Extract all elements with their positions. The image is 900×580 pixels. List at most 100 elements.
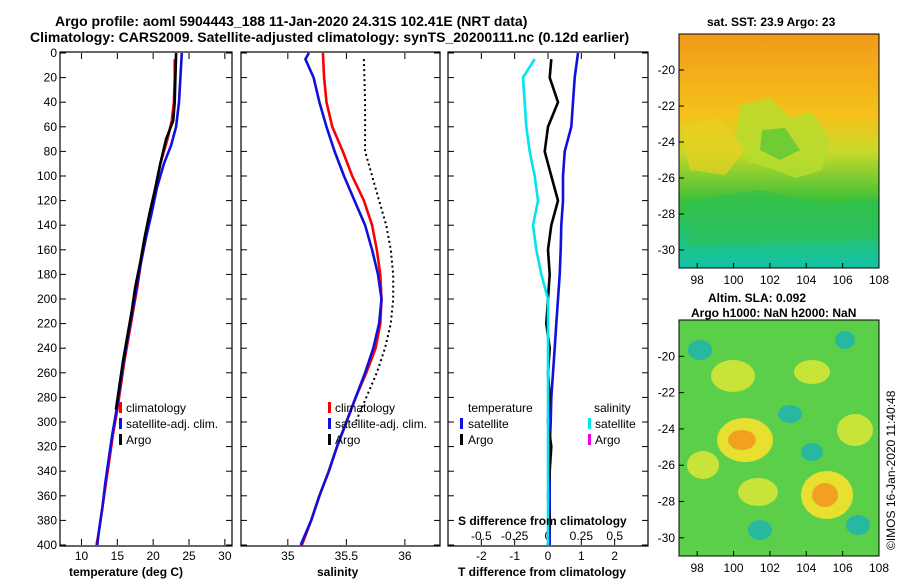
- sla-map-axes: 98 100 102 104 106 108 -20 -22 -24 -26 -28 -30: [658, 349, 890, 575]
- legend-swatch-satellite: [119, 418, 122, 429]
- depth-tick-label: 280: [37, 390, 57, 404]
- legend-climatology: climatology: [335, 401, 395, 415]
- map-x-tick-label: 108: [869, 273, 889, 287]
- depth-tick-label: 360: [37, 489, 57, 503]
- sst-map-frame: [678, 33, 880, 269]
- temperature-axis-label: temperature (deg C): [69, 565, 183, 579]
- depth-tick-label: 40: [44, 95, 58, 109]
- imos-credit: ©IMOS 16-Jan-2020 11:40:48: [884, 390, 898, 550]
- map-x-tick-label: 106: [833, 561, 853, 575]
- legend-satellite: satellite-adj. clim.: [335, 417, 427, 431]
- salinity-axis-label: salinity: [317, 565, 359, 579]
- map-x-tick-label: 98: [691, 273, 705, 287]
- temperature-x-axis: 10 15 20 25 30: [75, 53, 232, 563]
- map-x-tick-label: 102: [760, 273, 780, 287]
- map-x-tick-label: 106: [833, 273, 853, 287]
- sla-map: [679, 320, 879, 556]
- sla-map-frame: [678, 319, 880, 557]
- map-y-tick-label: -28: [658, 207, 676, 221]
- map-x-tick-label: 104: [796, 273, 816, 287]
- s-diff-tick-label: -0.5: [471, 529, 492, 543]
- figure-title-line1: Argo profile: aoml 5904443_188 11-Jan-20…: [55, 13, 527, 29]
- legend-argo: Argo: [126, 433, 152, 447]
- sst-map-title: sat. SST: 23.9 Argo: 23: [707, 15, 836, 29]
- depth-tick-label: 160: [37, 243, 57, 257]
- x-tick-label: 2: [611, 549, 618, 563]
- depth-tick-label: 400: [37, 538, 57, 552]
- map-y-tick-label: -30: [658, 243, 676, 257]
- map-y-tick-label: -30: [658, 531, 676, 545]
- map-y-tick-label: -24: [658, 135, 676, 149]
- legend-temperature-header: temperature: [468, 401, 533, 415]
- legend-satellite: satellite-adj. clim.: [126, 417, 218, 431]
- map-x-tick-label: 102: [760, 561, 780, 575]
- series-temperature-satellite: [548, 52, 580, 545]
- depth-tick-label: 220: [37, 317, 57, 331]
- legend-swatch-s-argo: [588, 434, 591, 445]
- legend-t-argo: Argo: [468, 433, 494, 447]
- map-y-tick-label: -26: [658, 458, 676, 472]
- sla-map-subtitle: Argo h1000: NaN h2000: NaN: [691, 306, 856, 320]
- temperature-panel-frame: [59, 51, 233, 547]
- legend-argo: Argo: [335, 433, 361, 447]
- x-tick-label: 25: [182, 549, 196, 563]
- salinity-x-axis: 35 35.5 36: [281, 53, 412, 563]
- map-y-tick-label: -20: [658, 349, 676, 363]
- depth-tick-label: 320: [37, 440, 57, 454]
- x-tick-label: 15: [111, 549, 125, 563]
- depth-tick-label: 0: [50, 46, 57, 60]
- series-temperature-argo: [543, 58, 560, 546]
- depth-tick-label: 260: [37, 366, 57, 380]
- s-diff-tick-label: 0.25: [570, 529, 594, 543]
- sst-map-axes: 98 100 102 104 106 108 -20 -22 -24 -26 -28 -30: [658, 63, 890, 287]
- x-tick-label: -1: [509, 549, 520, 563]
- legend-swatch-t-argo: [460, 434, 463, 445]
- series-satellite-adj-clim-: [299, 52, 383, 546]
- map-y-tick-label: -24: [658, 422, 676, 436]
- depth-tick-label: 120: [37, 194, 57, 208]
- series-climatology: [95, 59, 176, 546]
- depth-tick-label: 240: [37, 341, 57, 355]
- sla-map-title: Altim. SLA: 0.092: [708, 291, 806, 305]
- legend-swatch-argo: [328, 434, 331, 445]
- x-tick-label: 20: [146, 549, 160, 563]
- legend-s-argo: Argo: [595, 433, 621, 447]
- s-diff-tick-label: 0.5: [606, 529, 623, 543]
- x-tick-label: 1: [578, 549, 585, 563]
- depth-tick-label: 60: [44, 120, 58, 134]
- legend-swatch-argo: [119, 434, 122, 445]
- series-argo: [114, 52, 178, 410]
- map-x-tick-label: 98: [691, 561, 705, 575]
- depth-tick-label: 340: [37, 464, 57, 478]
- x-tick-label: 30: [218, 549, 232, 563]
- legend-swatch-s-satellite: [588, 418, 591, 429]
- map-y-tick-label: -22: [658, 386, 676, 400]
- map-y-tick-label: -28: [658, 495, 676, 509]
- series-salinity-satellite: [521, 58, 550, 545]
- s-diff-tick-label: -0.25: [501, 529, 529, 543]
- depth-tick-label: 380: [37, 513, 57, 527]
- depth-tick-label: 100: [37, 169, 57, 183]
- legend-swatch-climatology: [119, 402, 122, 413]
- depth-tick-label: 20: [44, 71, 58, 85]
- depth-tick-label: 80: [44, 144, 58, 158]
- legend-salinity-header: salinity: [594, 401, 631, 415]
- x-tick-label: 10: [75, 549, 89, 563]
- map-x-tick-label: 100: [724, 273, 744, 287]
- depth-axis: 0 20 40 60 80 100 120 140 160 180 200 220 240 260 280 3…: [37, 46, 648, 552]
- legend-s-satellite: satellite: [595, 417, 636, 431]
- x-tick-label: 35.5: [335, 549, 359, 563]
- legend-climatology: climatology: [126, 401, 186, 415]
- legend-swatch-t-satellite: [460, 418, 463, 429]
- difference-axis-label: T difference from climatology: [458, 565, 626, 579]
- legend-swatch-climatology: [328, 402, 331, 413]
- figure-title-line2: Climatology: CARS2009. Satellite-adjuste…: [30, 29, 629, 45]
- x-tick-label: 36: [398, 549, 412, 563]
- sst-map: [679, 34, 879, 268]
- salinity-legend: climatology satellite-adj. clim. Argo: [328, 401, 427, 447]
- map-x-tick-label: 108: [869, 561, 889, 575]
- map-y-tick-label: -22: [658, 99, 676, 113]
- series-argo: [354, 59, 395, 423]
- series-climatology: [300, 52, 383, 546]
- difference-legend: temperature satellite Argo salinity sate…: [460, 401, 636, 447]
